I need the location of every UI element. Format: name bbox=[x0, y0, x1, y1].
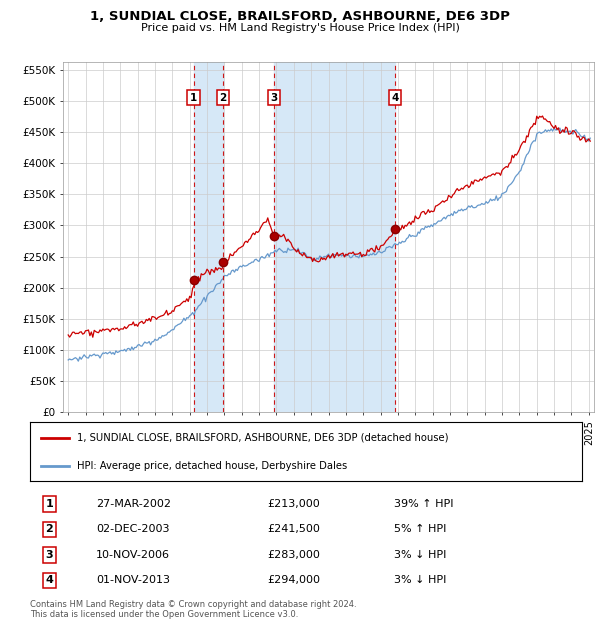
Text: 1, SUNDIAL CLOSE, BRAILSFORD, ASHBOURNE, DE6 3DP: 1, SUNDIAL CLOSE, BRAILSFORD, ASHBOURNE,… bbox=[90, 10, 510, 23]
Text: Price paid vs. HM Land Registry's House Price Index (HPI): Price paid vs. HM Land Registry's House … bbox=[140, 23, 460, 33]
Text: 4: 4 bbox=[46, 575, 53, 585]
Text: 2: 2 bbox=[220, 93, 227, 103]
Text: 4: 4 bbox=[391, 93, 398, 103]
Text: 3% ↓ HPI: 3% ↓ HPI bbox=[394, 575, 446, 585]
Text: 3% ↓ HPI: 3% ↓ HPI bbox=[394, 550, 446, 560]
Text: 27-MAR-2002: 27-MAR-2002 bbox=[96, 499, 171, 509]
Text: £283,000: £283,000 bbox=[268, 550, 320, 560]
Text: 1, SUNDIAL CLOSE, BRAILSFORD, ASHBOURNE, DE6 3DP (detached house): 1, SUNDIAL CLOSE, BRAILSFORD, ASHBOURNE,… bbox=[77, 433, 448, 443]
Text: 1: 1 bbox=[46, 499, 53, 509]
Text: 1: 1 bbox=[190, 93, 197, 103]
Text: 5% ↑ HPI: 5% ↑ HPI bbox=[394, 525, 446, 534]
Text: £241,500: £241,500 bbox=[268, 525, 320, 534]
Bar bbox=[274, 62, 395, 412]
Text: HPI: Average price, detached house, Derbyshire Dales: HPI: Average price, detached house, Derb… bbox=[77, 461, 347, 471]
Text: 02-DEC-2003: 02-DEC-2003 bbox=[96, 525, 170, 534]
Text: 2: 2 bbox=[46, 525, 53, 534]
Bar bbox=[194, 62, 223, 412]
Text: 39% ↑ HPI: 39% ↑ HPI bbox=[394, 499, 454, 509]
Text: 10-NOV-2006: 10-NOV-2006 bbox=[96, 550, 170, 560]
Text: This data is licensed under the Open Government Licence v3.0.: This data is licensed under the Open Gov… bbox=[30, 610, 298, 619]
Text: 3: 3 bbox=[271, 93, 278, 103]
Text: 01-NOV-2013: 01-NOV-2013 bbox=[96, 575, 170, 585]
Text: 3: 3 bbox=[46, 550, 53, 560]
Text: £294,000: £294,000 bbox=[268, 575, 320, 585]
Text: £213,000: £213,000 bbox=[268, 499, 320, 509]
Text: Contains HM Land Registry data © Crown copyright and database right 2024.: Contains HM Land Registry data © Crown c… bbox=[30, 600, 356, 609]
